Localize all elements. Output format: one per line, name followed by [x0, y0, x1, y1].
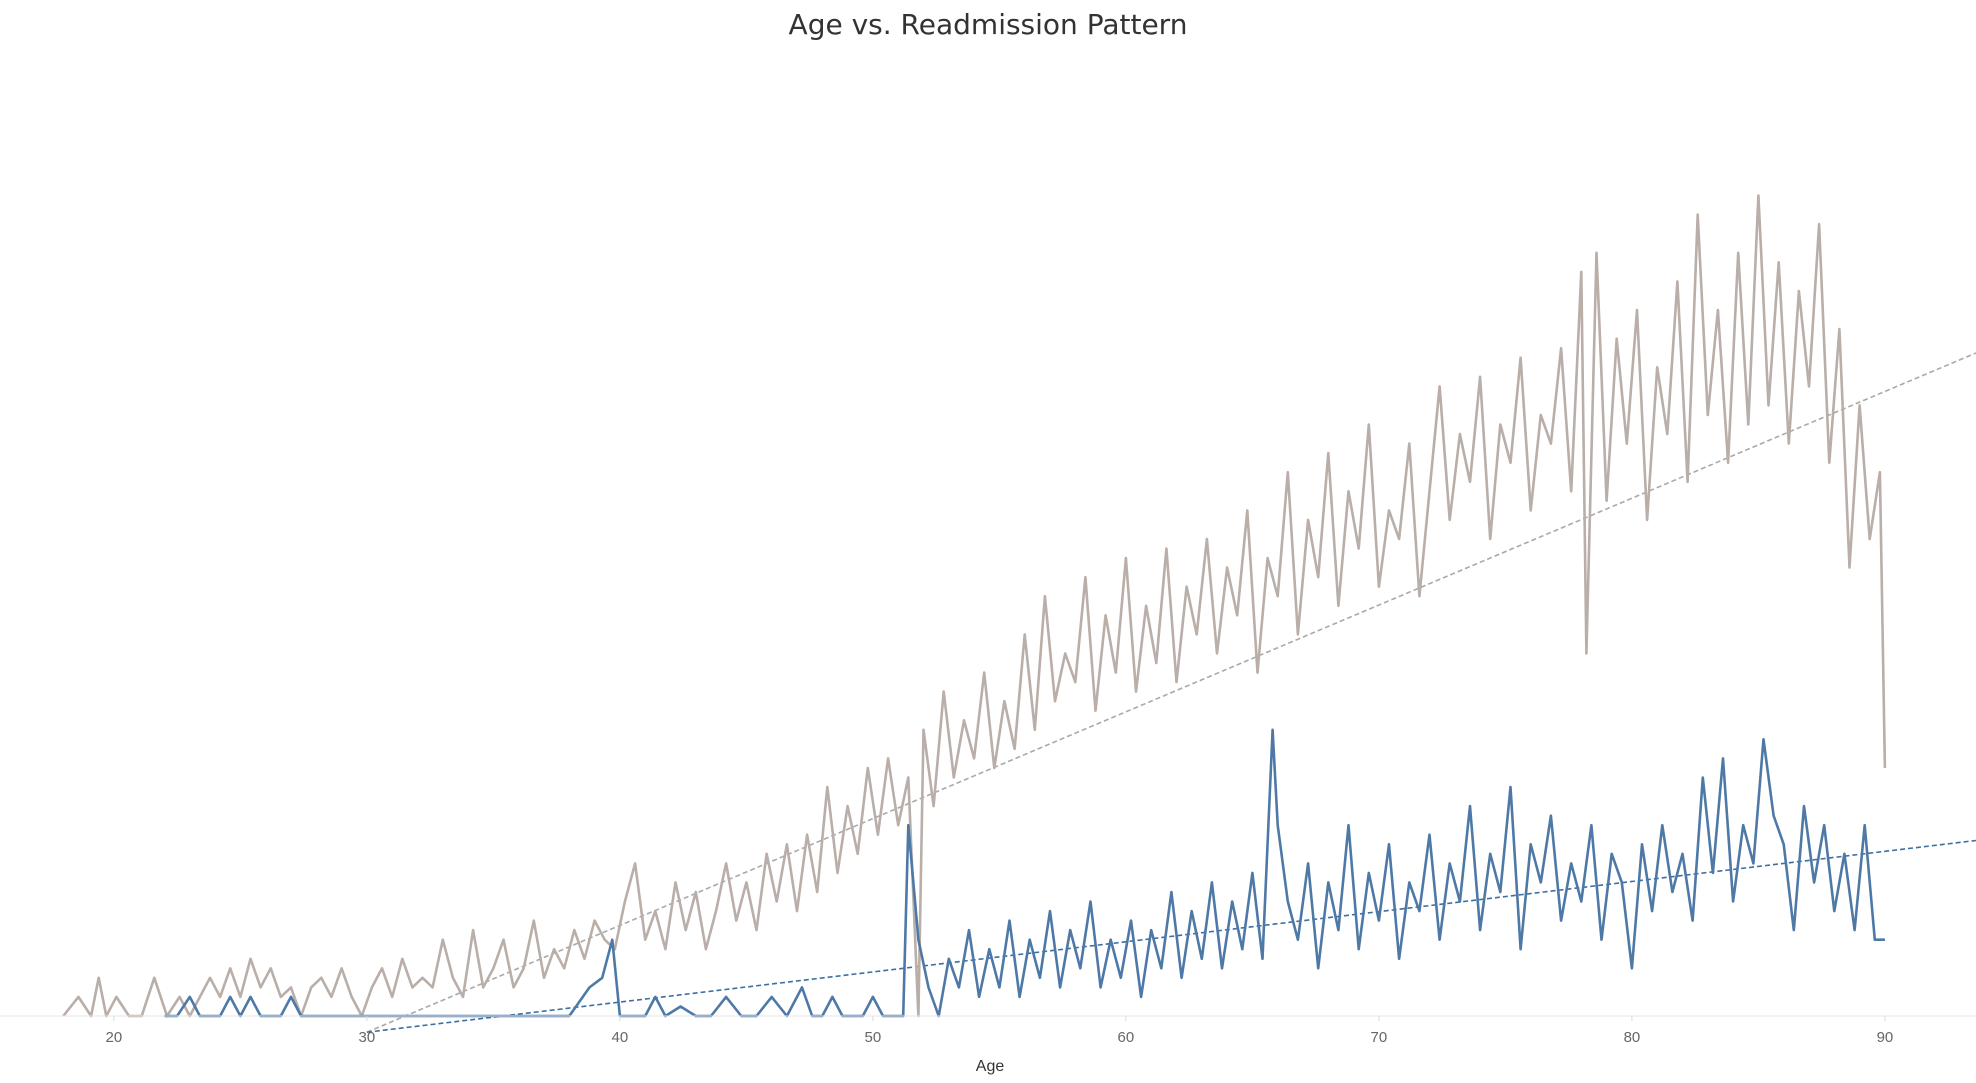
x-tick-label: 20 [106, 1029, 123, 1046]
x-tick-label: 40 [612, 1029, 629, 1046]
series-line-1 [164, 728, 1885, 1018]
x-tick-label: 60 [1118, 1029, 1135, 1046]
x-tick-label: 70 [1371, 1029, 1388, 1046]
x-tick-label: 50 [865, 1029, 882, 1046]
x-tick-label: 90 [1877, 1029, 1894, 1046]
x-axis: 20 30 40 50 60 70 80 90 [106, 1016, 1894, 1046]
chart-title: Age vs. Readmission Pattern [788, 8, 1188, 41]
plot-area [62, 194, 1976, 1033]
trend-line-2 [366, 352, 1976, 1033]
x-tick-label: 30 [359, 1029, 376, 1046]
series-line-0 [62, 194, 1887, 1018]
trend-line-3 [366, 839, 1976, 1033]
x-tick-label: 80 [1624, 1029, 1641, 1046]
x-axis-title: Age [975, 1058, 1005, 1075]
